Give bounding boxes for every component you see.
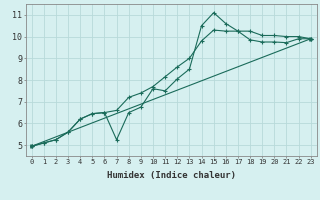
X-axis label: Humidex (Indice chaleur): Humidex (Indice chaleur) (107, 171, 236, 180)
